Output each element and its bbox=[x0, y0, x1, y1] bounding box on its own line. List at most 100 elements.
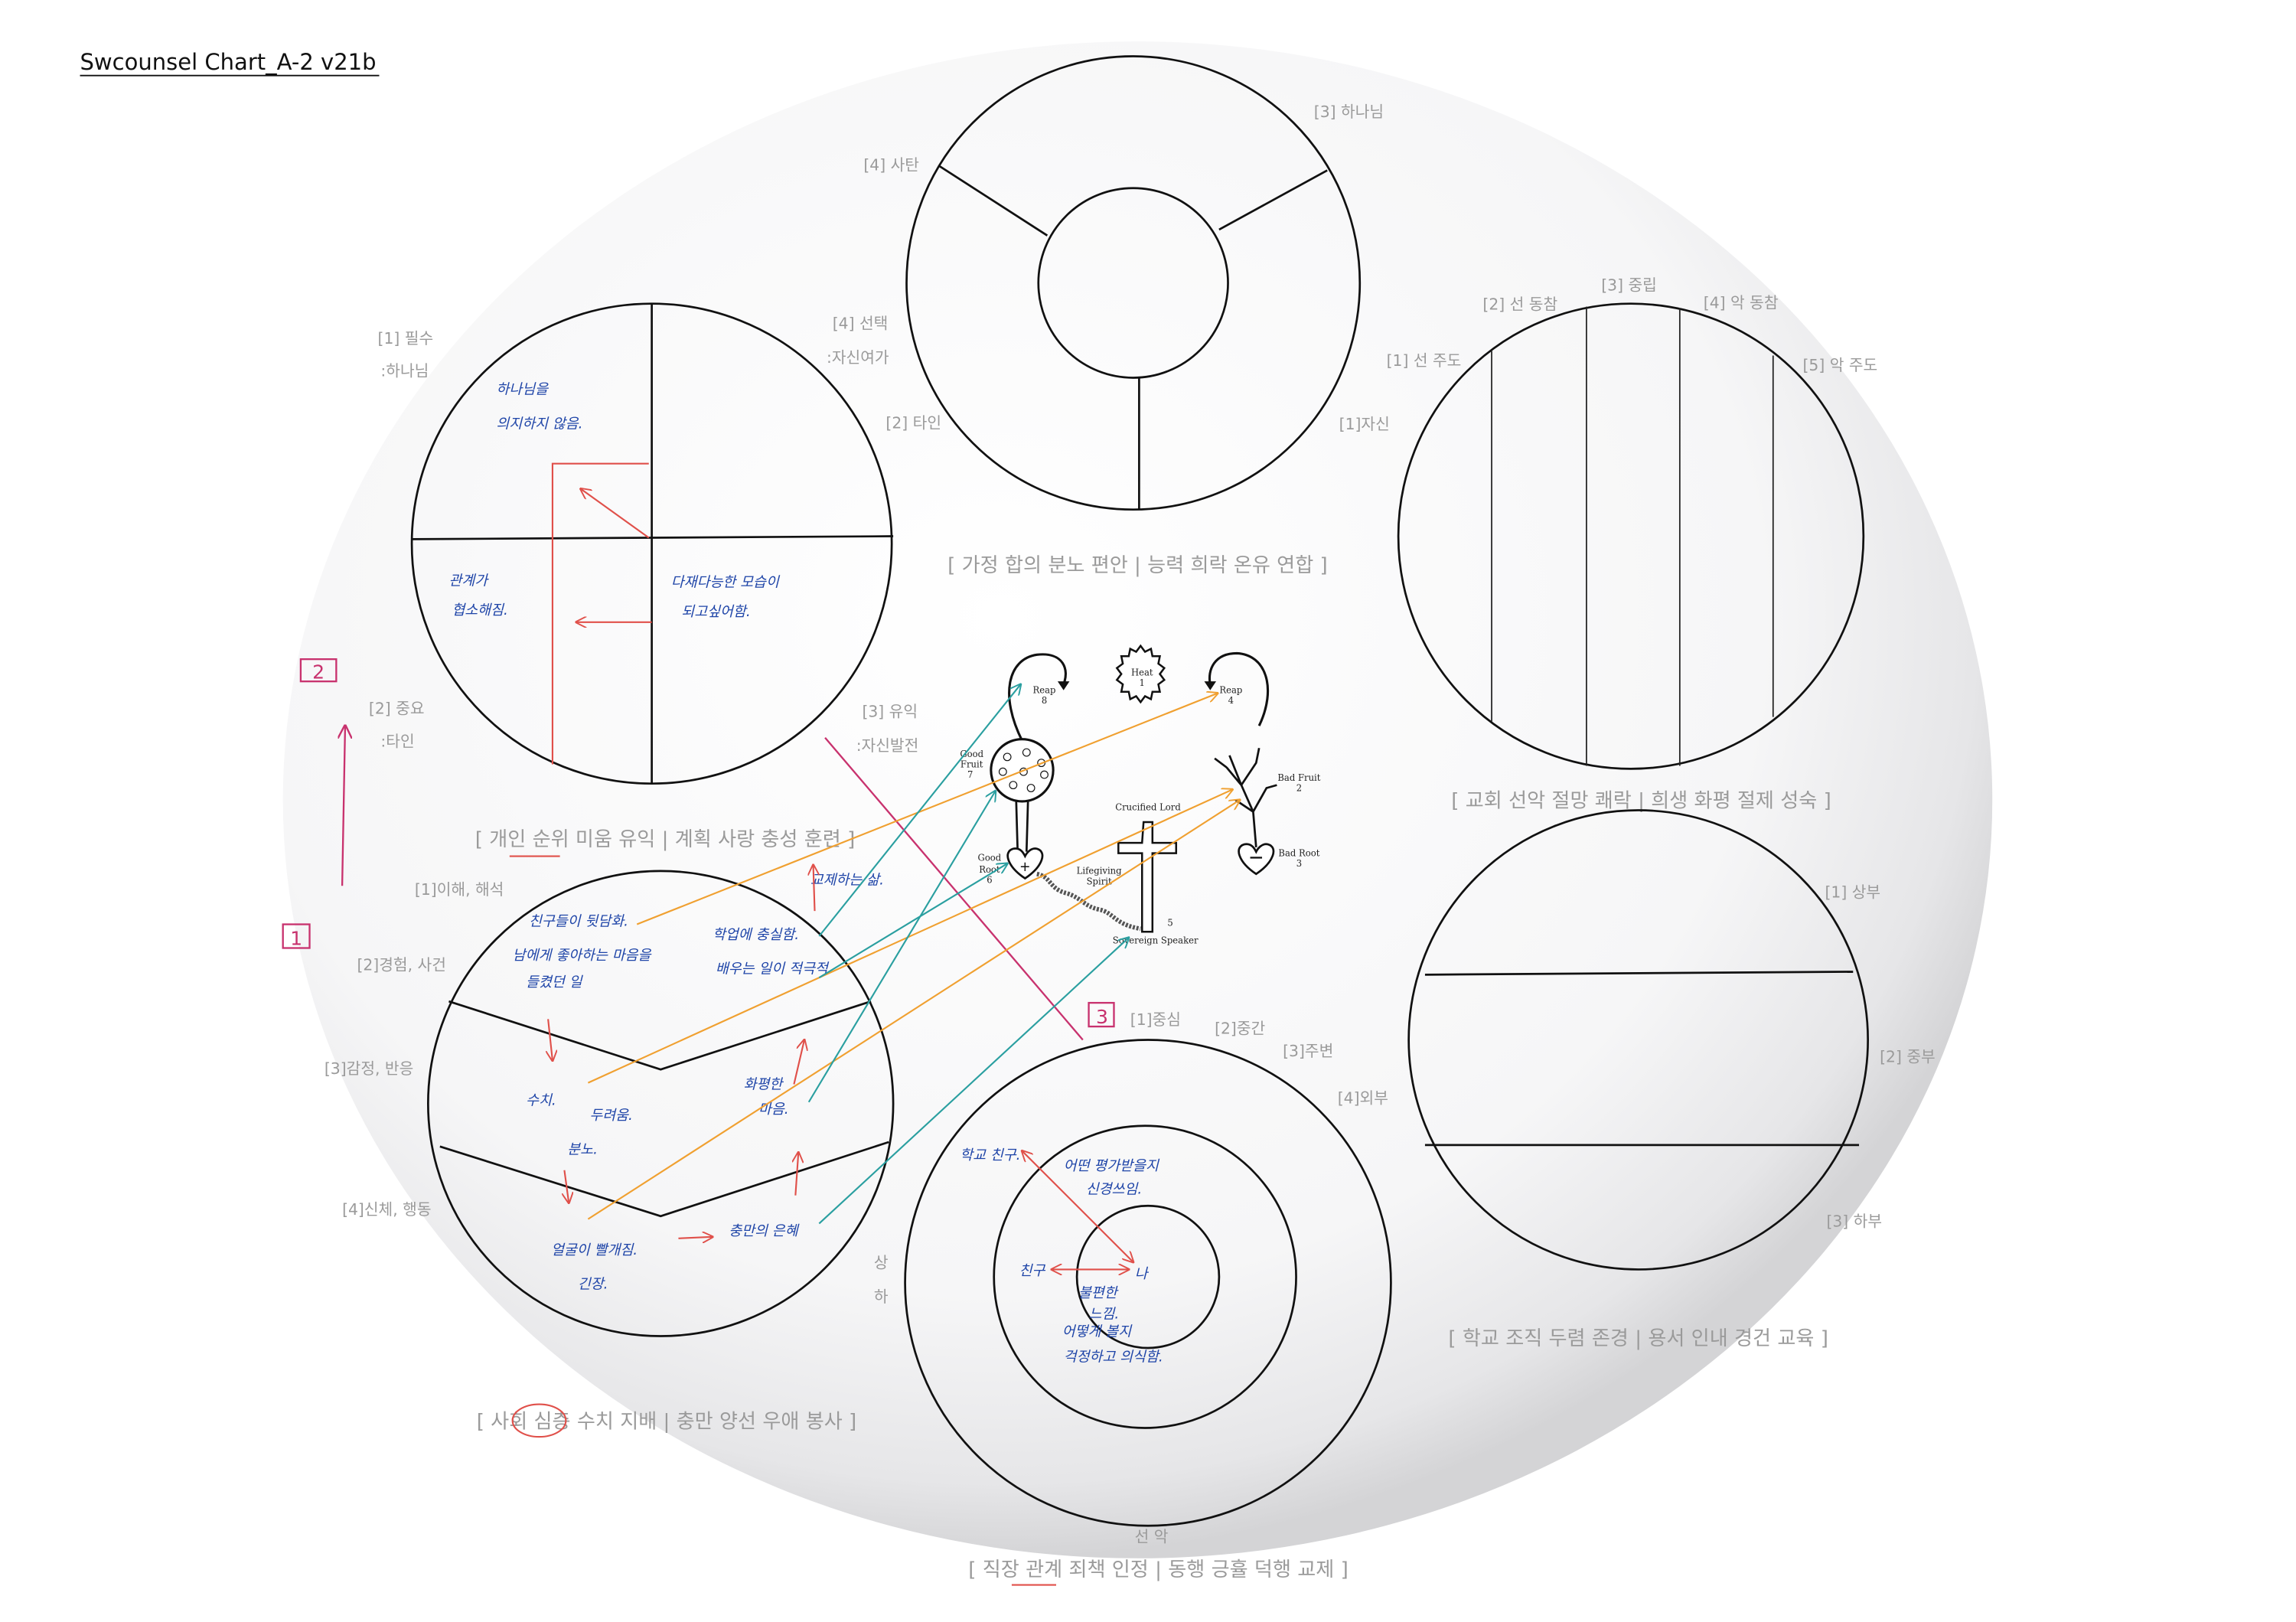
good-fruit-label: Good bbox=[960, 749, 983, 759]
teal-connector bbox=[818, 863, 1007, 979]
label-neutral: [3] 중립 bbox=[1601, 276, 1657, 294]
label-down: 하 bbox=[874, 1287, 889, 1306]
label-good-lead: [1] 선 주도 bbox=[1387, 351, 1462, 370]
personal-caption: [ 개인 순위 미움 유익 | 계획 사랑 충성 훈련 ] bbox=[475, 828, 856, 851]
handwritten-note: 신경쓰임. bbox=[1086, 1182, 1142, 1198]
label-evil-lead: [5] 악 주도 bbox=[1802, 356, 1877, 374]
reap-number: 8 bbox=[1042, 695, 1047, 706]
arrowhead-icon bbox=[1057, 681, 1070, 690]
orange-connector bbox=[587, 800, 1240, 1220]
society-chart: [1]이해, 해석 [2]경험, 사건 [3]감정, 반응 [4]신체, 행동 … bbox=[325, 865, 895, 1438]
label-periphery: [3]주변 bbox=[1283, 1042, 1333, 1060]
background-sphere bbox=[282, 41, 1993, 1558]
label-god: [3] 하나님 bbox=[1314, 103, 1384, 121]
handwritten-note: 친구 bbox=[1019, 1263, 1046, 1279]
handwritten-note: 어떤 평가받을지 bbox=[1064, 1158, 1160, 1174]
church-caption: [ 교회 선악 절망 쾌락 | 희생 화평 절제 성숙 ] bbox=[1451, 790, 1831, 813]
heat-number: 1 bbox=[1140, 677, 1145, 688]
handwritten-note: 긴장. bbox=[578, 1277, 608, 1293]
personal-chart: [1] 필수 :하나님 [4] 선택 :자신여가 [2] 중요 :타인 [3] … bbox=[369, 302, 919, 857]
label-beneficial: [3] 유익 bbox=[862, 703, 918, 721]
chevron-divider bbox=[448, 1000, 872, 1071]
label-beneficial-growth: :자신발전 bbox=[856, 736, 919, 755]
society-circle bbox=[427, 870, 895, 1337]
label-emotion: [3]감정, 반응 bbox=[325, 1059, 413, 1078]
teal-connector bbox=[818, 938, 1129, 1225]
spirit-label: Spirit bbox=[1087, 876, 1112, 886]
handwritten-note: 관계가 bbox=[448, 573, 489, 589]
handwritten-note: 학업에 충실함. bbox=[713, 927, 799, 943]
crucified-lord-label: Crucified Lord bbox=[1115, 802, 1181, 813]
school-circle bbox=[1407, 809, 1869, 1271]
reap-right-loop bbox=[1208, 651, 1270, 726]
magenta-connector bbox=[824, 736, 1084, 1041]
label-mid: [2]중간 bbox=[1215, 1020, 1265, 1038]
fruit-root-illustration: Reap 8 Heat 1 Reap 4 + Good Fruit 7 Good… bbox=[960, 644, 1321, 946]
good-root-label: Good bbox=[978, 852, 1002, 863]
good-root-number: 6 bbox=[987, 874, 992, 885]
handwritten-note: 학교 친구. bbox=[960, 1147, 1020, 1163]
spirit-squiggle bbox=[1036, 871, 1141, 932]
handwritten-note: 불편한 bbox=[1078, 1285, 1119, 1301]
chevron-divider bbox=[439, 1141, 889, 1218]
upward-arrow bbox=[342, 726, 345, 886]
handwritten-note: 걱정하고 의식함. bbox=[1064, 1349, 1163, 1365]
school-chart: [1] 상부 [2] 중부 [3] 하부 [ 학교 조직 두렴 존경 | 용서 … bbox=[1407, 809, 1936, 1350]
good-fruit-number: 7 bbox=[967, 769, 973, 780]
work-outer-ring bbox=[904, 1039, 1392, 1527]
row-divider bbox=[1424, 971, 1854, 976]
orange-connector bbox=[587, 789, 1232, 1084]
handwritten-note: 화평한 bbox=[744, 1076, 784, 1092]
label-good-join: [2] 선 동참 bbox=[1482, 295, 1557, 313]
bad-root-heart-icon bbox=[1238, 843, 1275, 876]
handwritten-note: 두려움. bbox=[589, 1108, 633, 1124]
bad-fruit-number: 2 bbox=[1296, 782, 1302, 793]
label-essential-god: :하나님 bbox=[380, 362, 429, 380]
good-fruit-label: Fruit bbox=[960, 759, 983, 769]
family-spoke bbox=[1218, 169, 1328, 231]
label-up: 상 bbox=[874, 1253, 889, 1271]
family-caption: [ 가정 합의 분노 편안 | 능력 희락 온유 연합 ] bbox=[947, 554, 1328, 577]
handwritten-note: 남에게 좋아하는 마음을 bbox=[513, 948, 652, 964]
cross-number: 5 bbox=[1167, 917, 1172, 928]
lifegiving-label: Lifegiving bbox=[1077, 866, 1122, 876]
handwritten-note: 느낌. bbox=[1089, 1306, 1120, 1322]
handwritten-note: 충만의 은혜 bbox=[729, 1223, 799, 1239]
family-inner-circle bbox=[1037, 187, 1229, 379]
label-important: [2] 중요 bbox=[369, 700, 425, 718]
label-others: [2] 타인 bbox=[885, 413, 941, 432]
label-middle: [2] 중부 bbox=[1880, 1048, 1936, 1066]
handwritten-note: 수치. bbox=[526, 1093, 556, 1109]
plus-icon: + bbox=[1019, 860, 1031, 875]
red-arrow bbox=[548, 1019, 553, 1060]
red-arrow bbox=[678, 1237, 713, 1239]
teal-connector bbox=[818, 684, 1020, 937]
handwritten-note: 하나님을 bbox=[496, 382, 549, 398]
arrowhead-icon bbox=[1204, 681, 1217, 690]
reap-label: Reap bbox=[1219, 685, 1242, 696]
work-chart: [1]중심 [2]중간 [3]주변 [4]외부 선 악 학교 친구. 어떤 평가… bbox=[904, 1001, 1392, 1586]
label-upper: [1] 상부 bbox=[1825, 883, 1881, 902]
handwritten-note: 어떻게 볼지 bbox=[1062, 1324, 1133, 1340]
school-caption: [ 학교 조직 두렴 존경 | 용서 인내 경건 교육 ] bbox=[1448, 1327, 1828, 1350]
label-outer: [4]외부 bbox=[1338, 1089, 1388, 1108]
bad-fruit-tree-icon bbox=[1214, 747, 1277, 848]
family-spoke bbox=[938, 165, 1049, 237]
red-arrow bbox=[795, 1153, 798, 1196]
church-chart: [1] 선 주도 [2] 선 동참 [3] 중립 [4] 악 동참 [5] 악 … bbox=[1387, 276, 1878, 812]
heat-sun-icon bbox=[1115, 644, 1166, 704]
reap-number: 4 bbox=[1228, 695, 1234, 706]
bad-root-label: Bad Root bbox=[1278, 848, 1319, 859]
marker-number: 3 bbox=[1096, 1006, 1108, 1028]
handwritten-note: 얼굴이 빨개짐. bbox=[551, 1242, 638, 1258]
label-good-evil: 선 악 bbox=[1135, 1528, 1169, 1546]
left-markers: 2 1 bbox=[282, 658, 345, 950]
marker-box-2 bbox=[299, 658, 338, 683]
label-essential: [1] 필수 bbox=[378, 329, 434, 348]
marker-number: 2 bbox=[312, 661, 325, 683]
label-understanding: [1]이해, 해석 bbox=[415, 880, 504, 899]
title: Swcounsel Chart_A-2 v21b bbox=[80, 49, 380, 77]
handwritten-note: 협소해짐. bbox=[452, 602, 507, 618]
